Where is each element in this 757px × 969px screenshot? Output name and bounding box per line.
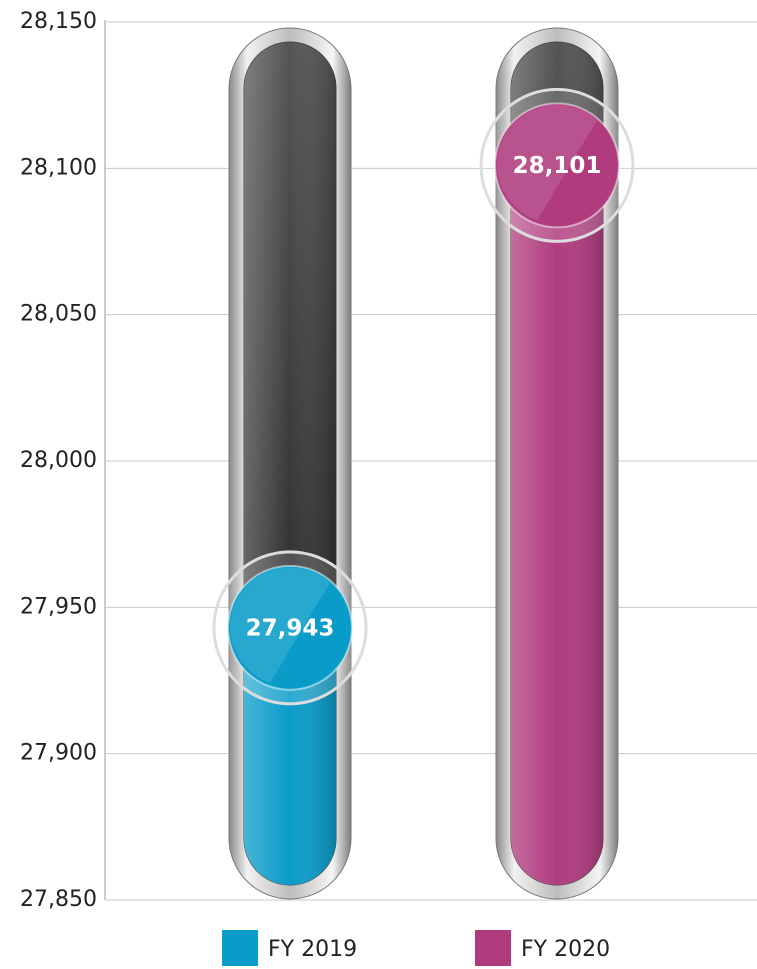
y-tick-label: 27,850 (20, 887, 97, 912)
y-tick-label: 28,150 (20, 9, 97, 34)
legend-swatch (222, 930, 258, 966)
value-label: 27,943 (246, 615, 335, 641)
legend-label: FY 2019 (268, 937, 357, 962)
y-tick-label: 28,100 (20, 155, 97, 180)
y-tick-label: 27,900 (20, 741, 97, 766)
legend-swatch (475, 930, 511, 966)
tube-shine (244, 42, 336, 885)
value-label: 28,101 (513, 153, 602, 179)
chart: 27,850 27,900 27,950 28,000 28,050 28,100 28,1… (0, 0, 757, 969)
y-tick-label: 27,950 (20, 594, 97, 619)
y-tick-label: 28,000 (20, 448, 97, 473)
legend-label: FY 2020 (521, 937, 610, 962)
y-tick-label: 28,050 (20, 302, 97, 327)
